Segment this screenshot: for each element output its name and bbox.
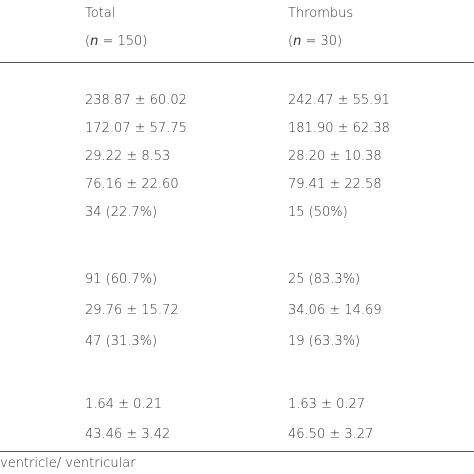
column-n: (n = 150) xyxy=(85,34,147,50)
header-rule xyxy=(0,62,474,63)
cell: 47 (31.3%) xyxy=(85,334,158,349)
n-symbol: n xyxy=(90,34,99,49)
cell: 238.87 ± 60.02 xyxy=(85,93,187,108)
cell: 91 (60.7%) xyxy=(85,272,158,287)
footnote: ventricle/ ventricular xyxy=(0,456,136,471)
cell: 181.90 ± 62.38 xyxy=(288,121,390,136)
cell: 172.07 ± 57.75 xyxy=(85,121,187,136)
n-rest: = 30) xyxy=(301,34,343,49)
n-rest: = 150) xyxy=(98,34,148,49)
bottom-rule xyxy=(0,451,474,452)
cell: 29.76 ± 15.72 xyxy=(85,303,179,318)
cell: 28.20 ± 10.38 xyxy=(288,149,382,164)
cell: 46.50 ± 3.27 xyxy=(288,427,374,442)
n-symbol: n xyxy=(293,34,302,49)
cell: 1.64 ± 0.21 xyxy=(85,397,163,412)
cell: 242.47 ± 55.91 xyxy=(288,93,390,108)
cell: 34 (22.7%) xyxy=(85,205,158,220)
cell: 76.16 ± 22.60 xyxy=(85,177,179,192)
cell: 15 (50%) xyxy=(288,205,348,220)
cell: 19 (63.3%) xyxy=(288,334,361,349)
column-n: (n = 30) xyxy=(288,34,342,50)
cell: 1.63 ± 0.27 xyxy=(288,397,366,412)
cell: 34.06 ± 14.69 xyxy=(288,303,382,318)
cell: 43.46 ± 3.42 xyxy=(85,427,171,442)
n-open: ( xyxy=(288,34,294,49)
cell: 79.41 ± 22.58 xyxy=(288,177,382,192)
column-title: Thrombus xyxy=(288,6,354,21)
n-open: ( xyxy=(85,34,91,49)
column-title: Total xyxy=(85,6,116,21)
cell: 29.22 ± 8.53 xyxy=(85,149,171,164)
cell: 25 (83.3%) xyxy=(288,272,361,287)
